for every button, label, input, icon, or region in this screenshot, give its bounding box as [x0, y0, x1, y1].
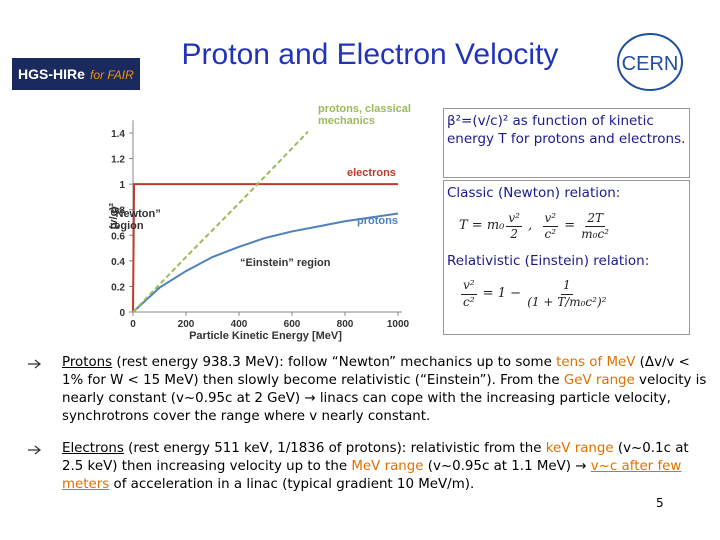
bullet-text: Protons [62, 355, 113, 370]
series-line [132, 183, 398, 313]
x-tick-label: 400 [231, 319, 248, 330]
fraction: v² 2 [506, 211, 522, 243]
y-tick-label: 1 [119, 180, 125, 191]
x-axis-label: Particle Kinetic Energy [MeV] [189, 330, 342, 342]
numerator: 1 [561, 278, 573, 295]
annotation: region [110, 220, 144, 232]
page-number: 5 [656, 496, 664, 510]
logo-text: for FAIR [90, 68, 134, 82]
annotation: “Einstein” region [240, 257, 331, 269]
annotation: protons [357, 215, 398, 227]
fraction: v² c² [461, 278, 477, 310]
annotation: “Newton” [110, 208, 161, 220]
formula-text: = [560, 218, 580, 234]
logo-bg [12, 58, 140, 90]
text-box: Classic (Newton) relation: T = m₀ v² 2 , v… [443, 180, 690, 335]
fraction: 2T m₀c² [581, 211, 609, 243]
bullet-text: v~c after few meters [62, 459, 682, 492]
y-tick-label: 0.6 [111, 231, 125, 242]
bullet-text: of acceleration in a linac (typical grad… [109, 477, 475, 492]
denominator: c² [544, 227, 557, 242]
fraction: v² c² [542, 211, 559, 243]
bullet-list: Protons (rest energy 938.3 MeV): follow … [28, 354, 708, 508]
bullet-text: (v~0.1c at 2.5 keV) then increasing velo… [62, 441, 689, 474]
y-tick-label: 1.4 [111, 129, 125, 140]
denominator: 2 [510, 227, 518, 242]
x-tick-label: 600 [284, 319, 301, 330]
bullet-text: Electrons [62, 441, 124, 456]
y-tick-label: 0.2 [111, 282, 125, 293]
bullet-text: velocity is nearly constant (v~0.95c at … [62, 373, 707, 424]
numerator: 2T [585, 211, 605, 228]
bullet-text: GeV range [563, 373, 635, 388]
bullet: Electrons (rest energy 511 keV, 1/1836 o… [28, 440, 708, 494]
bullet-text: (rest energy 511 keV, 1/1836 of protons)… [123, 441, 546, 456]
slide-title: Proton and Electron Velocity [181, 38, 559, 71]
annotation: electrons [347, 167, 396, 179]
bullet-text: MeV range [351, 459, 424, 474]
annotation: protons, classical [318, 103, 411, 115]
y-tick-label: 0.4 [111, 257, 125, 268]
series-line [132, 212, 399, 313]
denominator: (1 + T/m₀c²)² [527, 294, 607, 309]
bullet-text: (Δv/v < 1% for W < 15 MeV) then slowly b… [62, 355, 690, 388]
y-tick-label: 0.8 [111, 206, 125, 217]
y-tick-label: 0 [119, 308, 125, 319]
numerator: v² [542, 211, 559, 228]
y-axis-label: (v/c)² [108, 203, 120, 230]
formula-text: , [523, 218, 541, 234]
denominator: c² [463, 294, 475, 309]
series-line [132, 131, 309, 313]
bullet-text: tens of MeV [556, 355, 636, 370]
formula: T = m₀ v² 2 , v² c² = 2T m₀c² [459, 211, 686, 243]
numerator: v² [461, 278, 477, 295]
fraction: 1 (1 + T/m₀c²)² [527, 278, 606, 310]
bullet: Protons (rest energy 938.3 MeV): follow … [28, 354, 708, 426]
cern-logo [617, 33, 683, 91]
annotation: mechanics [318, 115, 375, 127]
y-tick-label: 1.2 [111, 155, 125, 166]
bullet-arrow [28, 359, 41, 369]
bullet-text: keV range [545, 441, 614, 456]
label: Relativistic (Einstein) relation: [447, 252, 650, 269]
formula-text: = 1 − [478, 285, 526, 301]
bullet-text: (rest energy 938.3 MeV): follow “Newton”… [112, 355, 557, 370]
logo-text: HGS-HIRe [18, 66, 85, 82]
denominator: m₀c² [581, 227, 609, 242]
x-tick-label: 200 [178, 319, 195, 330]
logo-text: CERN [622, 53, 679, 75]
text-box: β²=(v/c)² as function of kinetic energy … [443, 108, 690, 178]
bullet-arrow [28, 445, 41, 455]
formula: v² c² = 1 − 1 (1 + T/m₀c²)² [459, 278, 686, 310]
label: Classic (Newton) relation: [447, 185, 621, 201]
numerator: v² [506, 211, 522, 228]
formula-text: T = m₀ [459, 218, 505, 234]
x-tick-label: 1000 [387, 319, 410, 330]
x-tick-label: 800 [337, 319, 354, 330]
x-tick-label: 0 [130, 319, 136, 330]
bullet-text: (v~0.95c at 1.1 MeV) → [423, 459, 591, 474]
